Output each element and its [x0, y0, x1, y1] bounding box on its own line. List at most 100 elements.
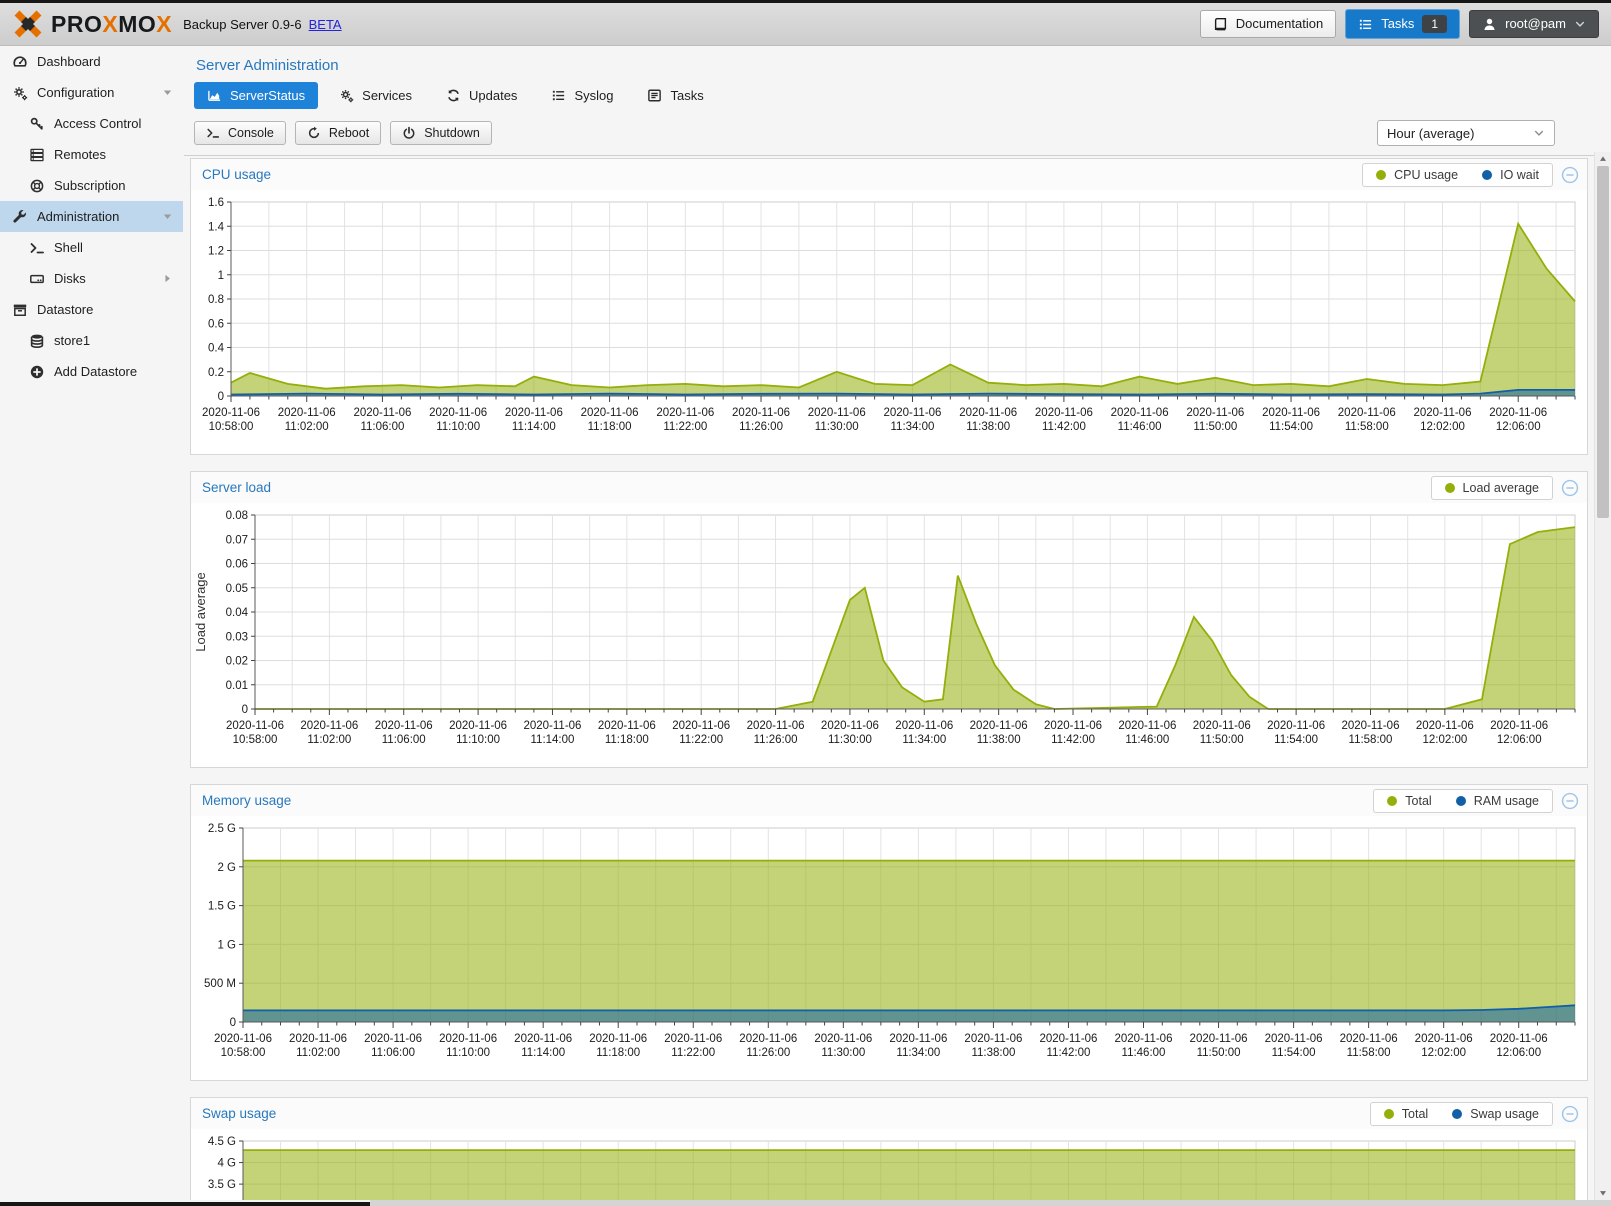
svg-text:2020-11-06: 2020-11-06 [1262, 407, 1320, 419]
svg-text:11:18:00: 11:18:00 [588, 421, 632, 433]
svg-text:2020-11-06: 2020-11-06 [1415, 1033, 1473, 1045]
svg-text:2020-11-06: 2020-11-06 [1338, 407, 1396, 419]
sidebar-item-label: Dashboard [37, 54, 101, 69]
tab-services[interactable]: Services [326, 82, 425, 109]
svg-text:2020-11-06: 2020-11-06 [1416, 720, 1474, 732]
legend-item-swap-usage[interactable]: Swap usage [1452, 1107, 1539, 1121]
tab-tasks[interactable]: Tasks [634, 82, 716, 109]
sidebar-item-subscription[interactable]: Subscription [0, 170, 183, 201]
collapse-panel-icon[interactable] [1561, 479, 1579, 497]
svg-text:1 G: 1 G [217, 939, 236, 951]
terminal-icon [206, 126, 220, 140]
legend-item-io-wait[interactable]: IO wait [1482, 168, 1539, 182]
svg-text:0.08: 0.08 [226, 510, 248, 522]
svg-text:2020-11-06: 2020-11-06 [439, 1033, 497, 1045]
sidebar-item-shell[interactable]: Shell [0, 232, 183, 263]
user-menu-button[interactable]: root@pam [1469, 10, 1599, 38]
svg-text:2020-11-06: 2020-11-06 [895, 720, 953, 732]
legend-item-total[interactable]: Total [1383, 1107, 1428, 1121]
sidebar-item-configuration[interactable]: Configuration [0, 77, 183, 108]
tab-serverstatus[interactable]: ServerStatus [194, 82, 319, 109]
svg-text:11:30:00: 11:30:00 [828, 734, 872, 746]
legend-item-cpu-usage[interactable]: CPU usage [1376, 168, 1458, 182]
collapse-panel-icon[interactable] [1561, 1105, 1579, 1123]
console-button[interactable]: Console [194, 121, 286, 145]
sidebar-item-store1[interactable]: store1 [0, 325, 183, 356]
sidebar-item-label: Shell [54, 240, 83, 255]
collapse-panel-icon[interactable] [1561, 792, 1579, 810]
svg-text:2020-11-06: 2020-11-06 [814, 1033, 872, 1045]
legend-item-load-average[interactable]: Load average [1444, 480, 1539, 495]
svg-text:2020-11-06: 2020-11-06 [959, 407, 1017, 419]
sidebar-item-datastore[interactable]: Datastore [0, 294, 183, 325]
sidebar-item-dashboard[interactable]: Dashboard [0, 46, 183, 77]
product-version-label: Backup Server 0.9-6 [183, 16, 302, 32]
tab-bar: ServerStatus Services Updates Syslog Tas… [184, 77, 1611, 116]
shutdown-button[interactable]: Shutdown [390, 121, 492, 145]
svg-text:2020-11-06: 2020-11-06 [278, 407, 336, 419]
chart-legend: CPU usage IO wait [1362, 162, 1553, 187]
svg-text:0.4: 0.4 [208, 343, 225, 355]
svg-text:2020-11-06: 2020-11-06 [514, 1033, 572, 1045]
legend-label: RAM usage [1473, 793, 1539, 808]
svg-text:2020-11-06: 2020-11-06 [1414, 407, 1472, 419]
svg-text:2020-11-06: 2020-11-06 [672, 720, 730, 732]
svg-text:2020-11-06: 2020-11-06 [353, 407, 411, 419]
svg-text:2020-11-06: 2020-11-06 [739, 1033, 797, 1045]
caret-down-icon[interactable] [161, 86, 174, 99]
beta-link[interactable]: BETA [308, 16, 342, 32]
swap-usage-panel: Swap usage Total Swap usage 2020-11-0610… [190, 1097, 1588, 1200]
legend-label: Load average [1462, 480, 1539, 495]
legend-item-total[interactable]: Total [1387, 794, 1432, 808]
svg-text:2020-11-06: 2020-11-06 [808, 407, 866, 419]
panel-title: CPU usage [202, 167, 272, 182]
svg-text:2020-11-06: 2020-11-06 [1490, 720, 1548, 732]
documentation-button[interactable]: Documentation [1199, 10, 1337, 38]
book-icon [1213, 17, 1228, 32]
user-icon [1482, 17, 1497, 32]
legend-dot [1482, 169, 1493, 180]
svg-text:2020-11-06: 2020-11-06 [1340, 1033, 1398, 1045]
legend-label: IO wait [1500, 167, 1539, 182]
tasks-label: Tasks [1381, 16, 1415, 31]
server-list-icon [29, 147, 45, 163]
database-icon [29, 333, 45, 349]
svg-text:2020-11-06: 2020-11-06 [1115, 1033, 1173, 1045]
svg-text:11:14:00: 11:14:00 [521, 1047, 565, 1059]
sidebar-item-label: store1 [54, 333, 91, 348]
caret-down-icon[interactable] [161, 210, 174, 223]
svg-text:0: 0 [230, 1017, 236, 1029]
scrollbar-thumb[interactable] [1597, 166, 1609, 518]
legend-item-ram-usage[interactable]: RAM usage [1455, 793, 1539, 808]
scroll-down-icon[interactable] [1597, 1187, 1609, 1199]
sidebar-item-administration[interactable]: Administration [0, 201, 183, 232]
tasks-button[interactable]: Tasks 1 [1345, 9, 1461, 39]
sidebar-item-remotes[interactable]: Remotes [0, 139, 183, 170]
tab-syslog[interactable]: Syslog [538, 82, 626, 109]
sidebar-item-add-datastore[interactable]: Add Datastore [0, 356, 183, 387]
scroll-up-icon[interactable] [1597, 153, 1609, 165]
svg-text:11:22:00: 11:22:00 [663, 421, 707, 433]
timeframe-select[interactable]: Hour (average) [1377, 120, 1555, 146]
reboot-button[interactable]: Reboot [294, 121, 382, 145]
tab-updates[interactable]: Updates [433, 82, 530, 109]
user-label: root@pam [1505, 16, 1566, 31]
collapse-panel-icon[interactable] [1561, 166, 1579, 184]
panel-title: Memory usage [202, 793, 292, 808]
legend-label: Swap usage [1470, 1106, 1539, 1121]
svg-text:2020-11-06: 2020-11-06 [732, 407, 790, 419]
sidebar-nav: Dashboard Configuration Access Control R… [0, 46, 183, 1202]
legend-dot [1376, 169, 1387, 180]
key-icon [29, 116, 45, 132]
svg-text:2020-11-06: 2020-11-06 [1267, 720, 1325, 732]
tab-label: Updates [469, 88, 518, 103]
svg-text:11:26:00: 11:26:00 [739, 421, 783, 433]
sidebar-item-disks[interactable]: Disks [0, 263, 183, 294]
cpu-usage-chart: 2020-11-06 10:58:00 2020-11-06 11:02:00 2020… [202, 197, 1576, 433]
sidebar-item-access-control[interactable]: Access Control [0, 108, 183, 139]
svg-text:10:58:00: 10:58:00 [233, 734, 278, 746]
sidebar-item-label: Configuration [37, 85, 115, 100]
caret-right-icon[interactable] [161, 272, 174, 285]
svg-text:2020-11-06: 2020-11-06 [970, 720, 1028, 732]
vertical-scrollbar[interactable] [1594, 152, 1611, 1200]
